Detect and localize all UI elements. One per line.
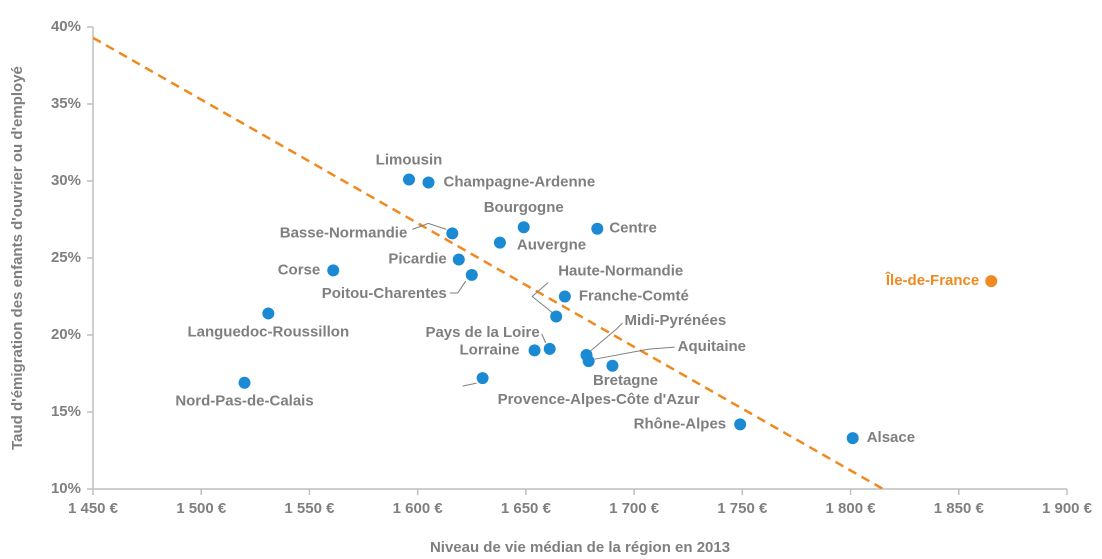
leader-line	[541, 333, 547, 344]
point-label: Picardie	[388, 251, 446, 268]
point-label: Nord-Pas-de-Calais	[175, 393, 313, 410]
point	[327, 264, 340, 277]
x-tick-label: 1 650 €	[501, 500, 552, 517]
point-label: Rhône-Alpes	[634, 415, 727, 432]
point	[465, 268, 478, 281]
point-label: Corse	[278, 261, 321, 278]
leader-line	[449, 280, 467, 294]
point	[591, 222, 604, 235]
point-label: Bourgogne	[484, 199, 564, 216]
point	[734, 418, 747, 431]
y-tick-label: 25%	[51, 249, 81, 266]
point	[238, 376, 251, 389]
point-label: Centre	[609, 220, 657, 237]
point	[476, 372, 489, 385]
y-tick-label: 20%	[51, 326, 81, 343]
point	[558, 290, 571, 303]
x-tick-label: 1 450 €	[68, 500, 119, 517]
point	[606, 359, 619, 372]
point	[403, 173, 416, 186]
leader-line	[531, 282, 553, 313]
point	[528, 344, 541, 357]
point-label: Languedoc-Roussillon	[187, 323, 349, 340]
y-tick-label: 30%	[51, 172, 81, 189]
y-tick-label: 15%	[51, 403, 81, 420]
point	[985, 275, 998, 288]
point	[550, 310, 563, 323]
point	[262, 307, 275, 320]
leader-line	[590, 322, 623, 352]
y-tick-label: 10%	[51, 480, 81, 497]
y-axis-title: Taud d'émigration des enfants d'ouvrier …	[9, 66, 26, 450]
x-tick-label: 1 600 €	[393, 500, 444, 517]
point	[582, 355, 595, 368]
x-tick-label: 1 550 €	[284, 500, 335, 517]
x-axis-title: Niveau de vie médian de la région en 201…	[430, 539, 730, 556]
point-label: Bretagne	[593, 372, 658, 389]
x-tick-label: 1 750 €	[717, 500, 768, 517]
point-label: Limousin	[376, 151, 443, 168]
point	[517, 221, 530, 234]
leader-line	[462, 382, 477, 387]
point-label: Alsace	[867, 429, 915, 446]
point	[543, 342, 556, 355]
point-label: Île-de-France	[885, 271, 979, 289]
point-label: Basse-Normandie	[280, 224, 408, 241]
point-label: Provence-Alpes-Côte d'Azur	[498, 391, 700, 408]
y-tick-label: 35%	[51, 95, 81, 112]
point-label: Pays de la Loire	[425, 324, 539, 341]
x-tick-label: 1 700 €	[609, 500, 660, 517]
trend-line	[93, 36, 884, 489]
x-tick-label: 1 500 €	[176, 500, 227, 517]
point-label: Aquitaine	[678, 338, 746, 355]
point	[493, 236, 506, 249]
point-label: Auvergne	[517, 237, 586, 254]
leader-line	[412, 222, 447, 230]
point	[846, 432, 859, 445]
point-label: Champagne-Ardenne	[443, 174, 595, 191]
point	[446, 227, 459, 240]
point-label: Lorraine	[460, 341, 520, 358]
leader-line	[594, 346, 675, 360]
x-tick-label: 1 800 €	[826, 500, 877, 517]
point-label: Haute-Normandie	[558, 262, 683, 279]
point-label: Midi-Pyrénées	[624, 312, 726, 329]
point	[422, 176, 435, 189]
point-label: Poitou-Charentes	[322, 285, 447, 302]
x-tick-label: 1 850 €	[934, 500, 985, 517]
point-label: Franche-Comté	[579, 287, 689, 304]
y-tick-label: 40%	[51, 18, 81, 35]
point	[452, 253, 465, 266]
x-tick-label: 1 900 €	[1042, 500, 1093, 517]
